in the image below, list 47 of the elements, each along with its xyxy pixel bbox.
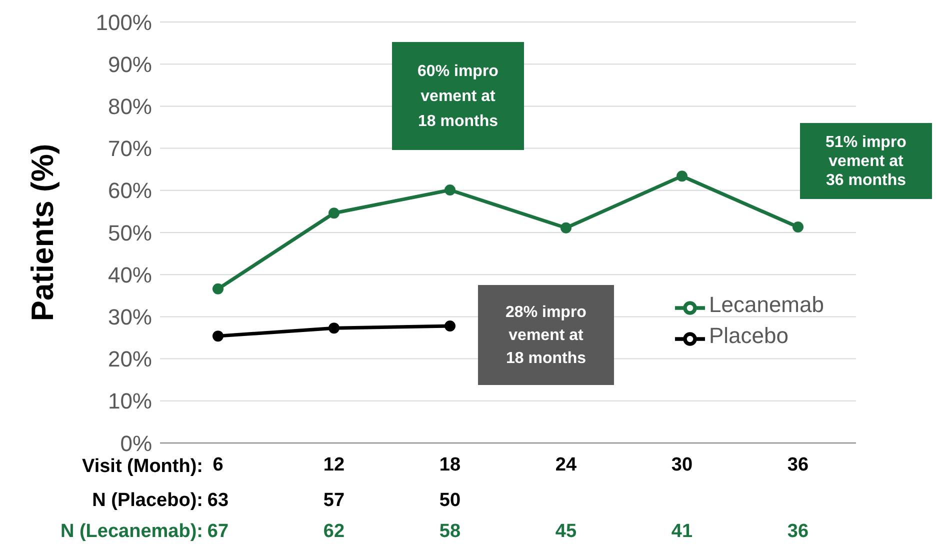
annotation: 28% improvement at 18 months bbox=[504, 302, 588, 368]
text: 57 bbox=[322, 490, 346, 512]
point bbox=[444, 184, 456, 196]
text: 63 bbox=[207, 490, 229, 511]
y-axis-title: Patients (%) bbox=[25, 144, 60, 322]
text: 45 bbox=[554, 521, 578, 543]
y-tick-label: 40% bbox=[108, 262, 152, 288]
text: 36 bbox=[786, 521, 810, 543]
y-tick-label: 60% bbox=[108, 178, 152, 204]
y-tick-label: 0% bbox=[120, 430, 152, 456]
point bbox=[212, 283, 224, 294]
x-tick-label: 18 bbox=[439, 454, 461, 476]
y-tick-label: 50% bbox=[108, 220, 152, 246]
point bbox=[328, 208, 340, 219]
y-tick-label: 20% bbox=[108, 346, 152, 372]
y-tick-label: 70% bbox=[108, 136, 152, 162]
y-tick-label: 100% bbox=[96, 10, 152, 35]
y-tick-label: 90% bbox=[108, 52, 152, 77]
x-tick-label: 6 bbox=[212, 454, 224, 476]
y-tick-label: 30% bbox=[108, 304, 152, 330]
callout-box: 51% improvement at 36 months bbox=[800, 123, 932, 199]
x-tick-label: 12 bbox=[323, 454, 345, 476]
y-tick-label: 10% bbox=[108, 388, 152, 414]
text: N (Lecanemab): bbox=[60, 521, 203, 543]
text: 62 bbox=[322, 521, 346, 543]
x-tick-label: 36 bbox=[787, 454, 809, 476]
annotation: 51% improvement at 36 months bbox=[824, 132, 908, 190]
callout-box: 28% improvement at 18 months bbox=[478, 285, 614, 385]
legend-label: Placebo bbox=[709, 322, 789, 348]
point bbox=[676, 170, 688, 182]
point bbox=[792, 222, 804, 233]
text: N (Placebo): bbox=[92, 490, 203, 512]
legend-label: Lecanemab bbox=[709, 292, 824, 317]
annotation: 60% improvement at 18 months bbox=[416, 62, 500, 132]
point bbox=[444, 320, 456, 332]
point bbox=[328, 322, 340, 334]
text: 58 bbox=[438, 521, 462, 543]
text: 67 bbox=[207, 521, 229, 542]
y-tick-label: 80% bbox=[108, 94, 152, 120]
text: 50 bbox=[438, 490, 462, 512]
callout-box: 60% improvement at 18 months bbox=[392, 42, 524, 150]
text: 41 bbox=[670, 521, 694, 543]
x-tick-label: 30 bbox=[671, 454, 693, 476]
x-tick-label: 24 bbox=[555, 454, 577, 476]
point bbox=[212, 330, 224, 342]
x-axis-title: Visit (Month): bbox=[82, 456, 203, 478]
point bbox=[560, 222, 572, 234]
